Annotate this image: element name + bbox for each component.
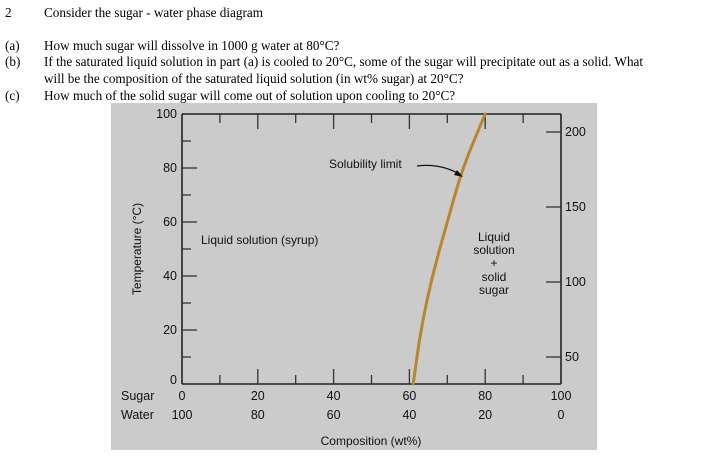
part-b-label: (b) [5,54,21,69]
arrowhead-icon [454,170,463,177]
y2-tick-label: 100 [565,275,586,289]
y2-tick-label: 50 [565,350,579,364]
x-tick-label-water: 20 [478,408,492,422]
x-tick-label-sugar: 40 [327,389,341,403]
solubility-arrow [416,164,462,176]
solubility-limit-label: Solubility limit [329,157,402,171]
y2-tick-label: 150 [565,200,586,214]
x-tick-label-sugar: 60 [402,389,416,403]
axis-ticks [182,114,561,384]
part-c-text: How much of the solid sugar will come ou… [44,88,456,103]
problem-intro: Consider the sugar - water phase diagram [44,5,263,20]
part-a-text: How much sugar will dissolve in 1000 g w… [44,38,340,53]
part-c-label: (c) [5,88,20,103]
two-phase-line: solution [473,243,514,257]
x-tick-label-sugar: 20 [251,389,265,403]
two-phase-line: solid [482,270,507,284]
two-phase-line: sugar [479,283,509,297]
two-phase-line: + [490,256,497,270]
problem-number: 2 [5,5,12,20]
phase-diagram-figure: 0 20 40 60 80 100 0 20 40 60 80 100 100 80 60 40 20 0 50 10… [111,103,597,450]
part-b-text-line2: will be the composition of the saturated… [44,71,464,86]
x-tick-label-sugar: 100 [551,389,572,403]
x-axis-label: Composition (wt%) [321,434,422,448]
two-phase-region-label: Liquid solution + solid sugar [473,230,514,297]
solubility-limit-curve [411,112,487,386]
x-tick-label-water: 60 [327,408,341,422]
part-b-text-line1: If the saturated liquid solution in part… [44,54,644,69]
y-tick-label: 40 [163,269,177,283]
x-tick-label-water: 40 [402,408,416,422]
part-a-label: (a) [5,38,20,53]
water-row-label: Water [121,408,154,422]
sugar-row-label: Sugar [121,389,154,403]
y-tick-label: 20 [163,323,177,337]
y-tick-label: 80 [163,161,177,175]
y-tick-label: 0 [170,373,177,387]
x-tick-label-water: 80 [251,408,265,422]
y-tick-label: 60 [163,215,177,229]
y2-tick-label: 200 [565,125,586,139]
x-tick-label-sugar: 0 [179,389,186,403]
y-axis-label: Temperature (°C) [130,203,144,295]
x-tick-label-water: 100 [172,408,193,422]
x-tick-label-water: 0 [558,408,565,422]
y-tick-label: 100 [156,107,177,121]
two-phase-line: Liquid [478,230,510,244]
x-tick-label-sugar: 80 [478,389,492,403]
liquid-region-label: Liquid solution (syrup) [201,233,318,247]
